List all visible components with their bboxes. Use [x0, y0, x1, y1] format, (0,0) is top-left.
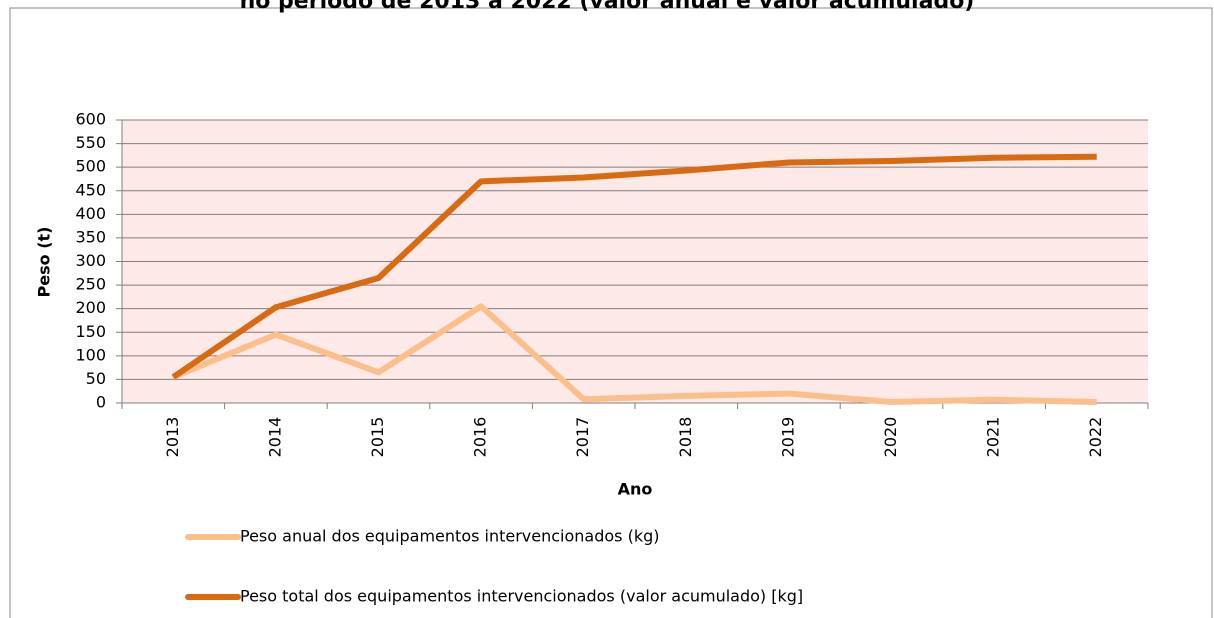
y-tick-label: 600	[75, 110, 106, 129]
x-axis-title: Ano	[618, 480, 653, 499]
y-tick-label: 150	[75, 322, 106, 341]
x-tick-label: 2017	[573, 417, 592, 458]
y-tick-label: 50	[86, 369, 106, 388]
x-tick-label: 2013	[163, 417, 182, 458]
x-tick-label: 2016	[471, 417, 490, 458]
y-tick-label: 500	[75, 157, 106, 176]
x-tick-label: 2019	[778, 417, 797, 458]
x-tick-label: 2018	[676, 417, 695, 458]
x-tick-label: 2020	[881, 417, 900, 458]
legend-label: Peso anual dos equipamentos intervencion…	[240, 527, 660, 546]
y-tick-label: 200	[75, 298, 106, 317]
y-tick-label: 400	[75, 204, 106, 223]
y-tick-label: 350	[75, 227, 106, 246]
y-tick-label: 450	[75, 180, 106, 199]
chart-title: no período de 2013 a 2022 (valor anual e…	[240, 0, 975, 14]
line-series	[172, 303, 1097, 406]
y-tick-label: 550	[75, 133, 106, 152]
x-tick-label: 2015	[368, 417, 387, 458]
line-series	[171, 153, 1097, 380]
chart-frame	[9, 7, 1213, 618]
x-tick-label: 2014	[265, 417, 284, 458]
x-tick-label: 2022	[1086, 417, 1105, 458]
y-tick-label: 300	[75, 251, 106, 270]
y-axis-title: Peso (t)	[35, 227, 54, 298]
x-tick-label: 2021	[984, 417, 1003, 458]
legend-label: Peso total dos equipamentos intervencion…	[240, 587, 803, 606]
y-tick-label: 100	[75, 345, 106, 364]
y-tick-label: 0	[96, 393, 106, 412]
y-tick-label: 250	[75, 275, 106, 294]
